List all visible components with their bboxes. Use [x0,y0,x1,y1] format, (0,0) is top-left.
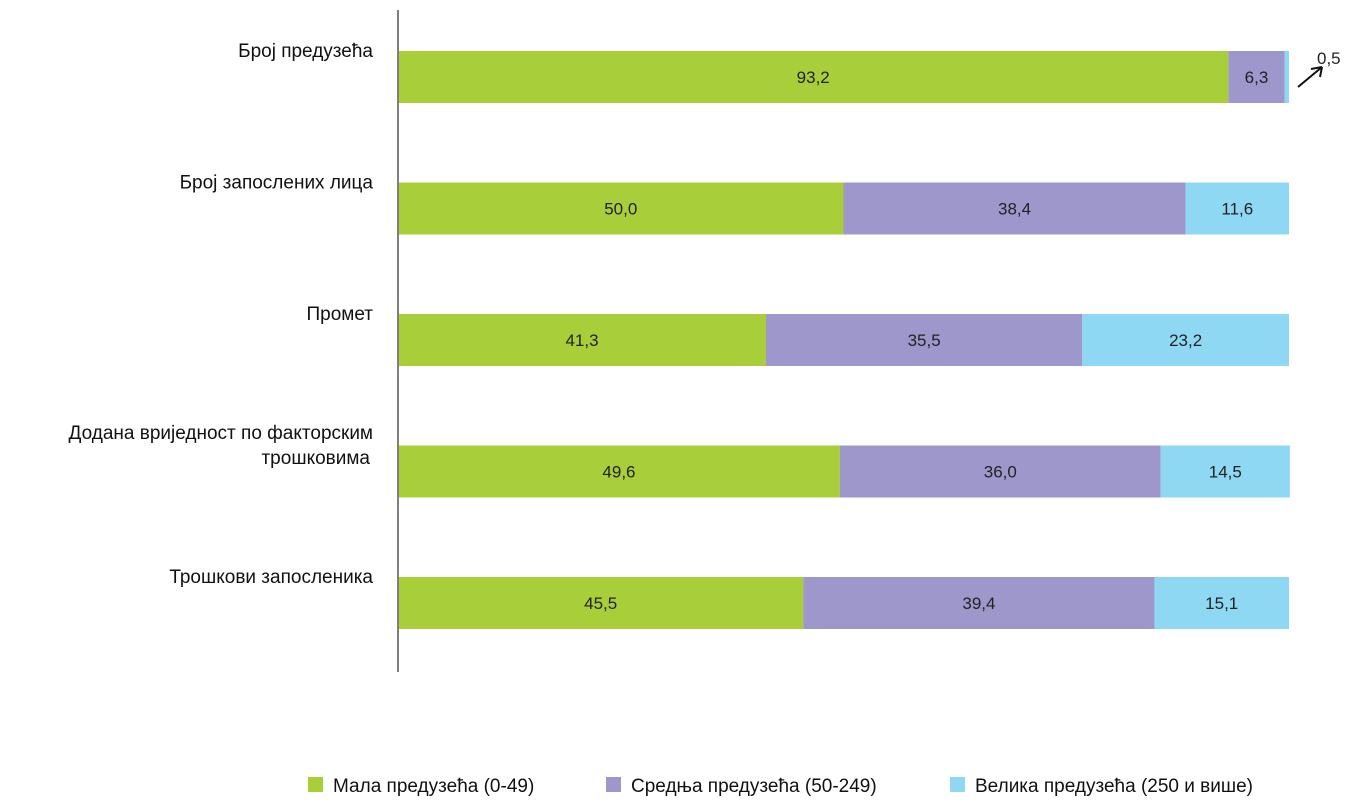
category-label-line: Трошкови запосленика [169,567,373,588]
bar-segment [398,182,844,235]
bar-labels-layer: 93,2 6,3 50,0 38,4 11,6 41,3 35,5 23,2 49,6 36,0 1… [565,68,1268,613]
bar-value-label: 49,6 [602,463,635,482]
legend-label: Мала предузећа (0-49) [333,776,534,797]
legend-label: Велика предузећа (250 и више) [975,776,1253,797]
callout-value-label: 0,5 [1317,49,1341,68]
category-label: Број предузећа [238,41,373,62]
legend-swatch [950,777,965,792]
category-label-line: Промет [307,304,374,325]
bar-value-label: 14,5 [1209,463,1242,482]
bar-value-label: 36,0 [984,463,1017,482]
category-label-line: трошковима [261,448,370,469]
legend-swatch [606,777,621,792]
bar-value-label: 23,2 [1169,331,1202,350]
bar-segment [765,314,1083,366]
bar-value-label: 35,5 [908,331,941,350]
bar-segment [843,182,1186,235]
bar-value-label: 6,3 [1245,68,1269,87]
bar-value-label: 38,4 [998,200,1031,219]
category-label: Додана вриједност по факторским трошковим… [69,423,373,469]
bar-segment [398,577,804,629]
callout-arrow-head [1310,66,1323,78]
category-label: Трошкови запосленика [169,567,373,588]
bar-segment [1185,182,1289,235]
bar-segment [1160,445,1290,498]
small-value-callout: 0,5 [1297,49,1341,88]
bar-segment [398,51,1229,103]
bar-value-label: 93,2 [797,68,830,87]
bar-segment [839,445,1161,498]
legend-swatch [308,777,323,792]
category-label-line: Додана вриједност по факторским [69,423,373,444]
bar-segment [1082,314,1289,366]
category-label-line: Број предузећа [238,41,373,62]
bar-value-label: 41,3 [565,331,598,350]
bar-value-label: 11,6 [1221,200,1253,219]
legend: Мала предузећа (0-49) Средња предузећа (5… [308,776,1253,797]
bar-segment [1228,51,1285,103]
callout-arrow-line [1297,66,1323,88]
bars-layer [398,51,1290,629]
bar-segment [1154,577,1289,629]
bar-value-label: 50,0 [604,200,637,219]
category-label: Број запослених лица [180,173,374,194]
bar-value-label: 45,5 [584,594,617,613]
category-label-line: Број запослених лица [180,173,374,194]
bar-segment [1284,51,1289,103]
legend-item: Мала предузећа (0-49) [308,776,534,797]
bar-segment [803,577,1155,629]
legend-item: Велика предузећа (250 и више) [950,776,1253,797]
legend-item: Средња предузећа (50-249) [606,776,877,797]
legend-label: Средња предузећа (50-249) [631,776,877,797]
bar-segment [398,445,840,498]
bar-value-label: 15,1 [1205,594,1238,613]
bar-segment [398,314,766,366]
bar-value-label: 39,4 [962,594,995,613]
category-label: Промет [307,304,374,325]
category-labels-layer: Број предузећа Број запослених лица Промет… [69,41,374,588]
